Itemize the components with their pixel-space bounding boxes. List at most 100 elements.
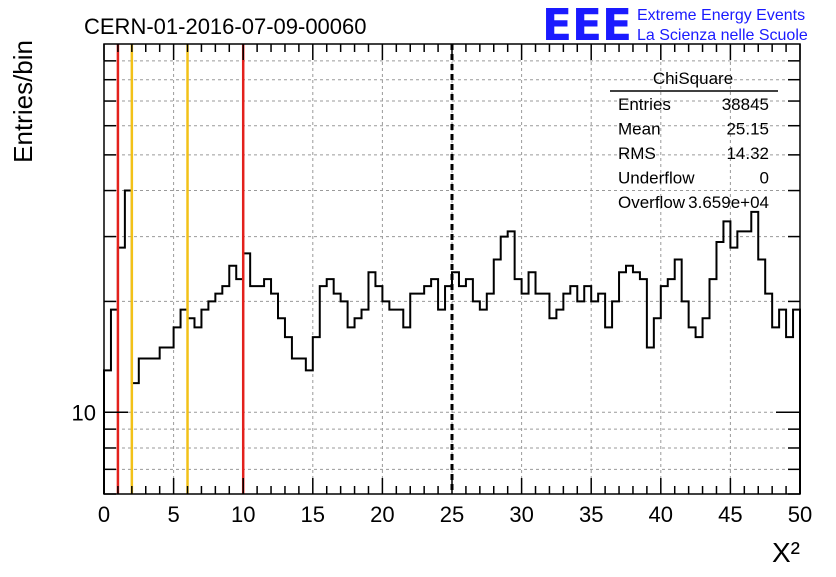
x-tick-label: 20 bbox=[370, 502, 394, 527]
x-tick-label: 45 bbox=[718, 502, 742, 527]
histogram-bin bbox=[598, 294, 605, 494]
histogram-bin bbox=[501, 237, 508, 494]
histogram-bin bbox=[417, 294, 424, 494]
histogram-bin bbox=[104, 370, 111, 494]
histogram-bin bbox=[605, 327, 612, 494]
histogram-bin bbox=[619, 272, 626, 494]
histogram-bin bbox=[146, 358, 153, 494]
histogram-bin bbox=[696, 337, 703, 494]
histogram-bin bbox=[584, 286, 591, 494]
stats-value-overflow: 3.659e+04 bbox=[688, 193, 769, 212]
histogram-bin bbox=[201, 310, 208, 494]
histogram-bin bbox=[382, 301, 389, 494]
histogram-bin bbox=[682, 301, 689, 494]
histogram-bin bbox=[368, 272, 375, 494]
histogram-bin bbox=[348, 327, 355, 494]
histogram-bin bbox=[285, 337, 292, 494]
histogram-bin bbox=[278, 318, 285, 494]
histogram-bin bbox=[487, 294, 494, 494]
histogram-bin bbox=[313, 337, 320, 494]
y-tick-label: 10 bbox=[72, 400, 96, 425]
threshold-lines bbox=[116, 44, 454, 494]
histogram-bin bbox=[786, 337, 793, 494]
x-tick-label: 35 bbox=[579, 502, 603, 527]
stats-value-underflow: 0 bbox=[760, 169, 769, 188]
eee-logo: EEE bbox=[542, 0, 632, 51]
histogram-bin bbox=[577, 301, 584, 494]
histogram-bin bbox=[334, 294, 341, 494]
histogram-bin bbox=[174, 327, 181, 494]
histogram-bin bbox=[765, 294, 772, 494]
histogram-bin bbox=[271, 294, 278, 494]
stats-label-rms: RMS bbox=[618, 144, 656, 163]
x-tick-label: 40 bbox=[649, 502, 673, 527]
histogram-bin bbox=[710, 279, 717, 494]
histogram-bin bbox=[668, 279, 675, 494]
stats-value-entries: 38845 bbox=[722, 95, 769, 114]
histogram-bin bbox=[536, 294, 543, 494]
histogram-bin bbox=[341, 301, 348, 494]
histogram-bin bbox=[542, 294, 549, 494]
histogram-bin bbox=[480, 310, 487, 494]
histogram-bin bbox=[737, 231, 744, 494]
histogram-bin bbox=[723, 221, 730, 494]
stats-label-entries: Entries bbox=[618, 95, 671, 114]
histogram-bin bbox=[362, 310, 369, 494]
x-tick-label: 15 bbox=[301, 502, 325, 527]
histogram-bin bbox=[751, 212, 758, 494]
histogram-bin bbox=[549, 318, 556, 494]
histogram-bin bbox=[403, 327, 410, 494]
histogram-bin bbox=[389, 310, 396, 494]
axis-tick-labels: 0 5 10 15 20 25 30 35 40 45 50 10 bbox=[72, 400, 813, 527]
histogram-bin bbox=[626, 266, 633, 494]
x-tick-label: 0 bbox=[98, 502, 110, 527]
histogram-bin bbox=[730, 248, 737, 494]
histogram-bin bbox=[570, 286, 577, 494]
histogram-bin bbox=[556, 310, 563, 494]
histogram-bin bbox=[633, 272, 640, 494]
histogram-bin bbox=[744, 231, 751, 494]
stats-value-rms: 14.32 bbox=[726, 144, 769, 163]
histogram-bin bbox=[779, 310, 786, 494]
histogram-bin bbox=[292, 358, 299, 494]
x-tick-label: 30 bbox=[509, 502, 533, 527]
histogram-bin bbox=[515, 279, 522, 494]
histogram-bin bbox=[772, 327, 779, 494]
histogram-bin bbox=[167, 347, 174, 494]
histogram-bin bbox=[153, 358, 160, 494]
logo-line-2: La Scienza nelle Scuole bbox=[637, 27, 808, 44]
histogram-bin bbox=[529, 272, 536, 494]
histogram-bin bbox=[591, 301, 598, 494]
histogram-bin bbox=[431, 279, 438, 494]
histogram-bin bbox=[222, 286, 229, 494]
histogram-bin bbox=[563, 294, 570, 494]
histogram-bin bbox=[299, 358, 306, 494]
x-tick-label: 50 bbox=[788, 502, 812, 527]
histogram-bin bbox=[208, 301, 215, 494]
logo-line-1: Extreme Energy Events bbox=[637, 7, 805, 24]
stats-label-overflow: Overflow bbox=[618, 193, 686, 212]
histogram-bin bbox=[257, 286, 264, 494]
histogram-bin bbox=[194, 327, 201, 494]
histogram-bin bbox=[466, 279, 473, 494]
histogram-bin bbox=[396, 310, 403, 494]
histogram-bin bbox=[716, 242, 723, 494]
histogram-bin bbox=[160, 347, 167, 494]
y-axis-label: Entries/bin bbox=[8, 40, 38, 163]
histogram-bin bbox=[250, 286, 257, 494]
histogram-bin bbox=[424, 286, 431, 494]
histogram-bin bbox=[229, 266, 236, 494]
x-axis-label: X² bbox=[772, 537, 800, 568]
histogram-bin bbox=[320, 286, 327, 494]
stats-title: ChiSquare bbox=[653, 69, 733, 88]
histogram-bin bbox=[473, 301, 480, 494]
histogram-bin bbox=[522, 294, 529, 494]
stats-value-mean: 25.15 bbox=[726, 120, 769, 139]
histogram-bin bbox=[758, 259, 765, 494]
histogram-bin bbox=[264, 279, 271, 494]
x-tick-label: 25 bbox=[440, 502, 464, 527]
run-title: CERN-01-2016-07-09-00060 bbox=[84, 14, 367, 39]
histogram-bin bbox=[793, 310, 800, 494]
x-tick-label: 10 bbox=[231, 502, 255, 527]
histogram-bin bbox=[494, 259, 501, 494]
